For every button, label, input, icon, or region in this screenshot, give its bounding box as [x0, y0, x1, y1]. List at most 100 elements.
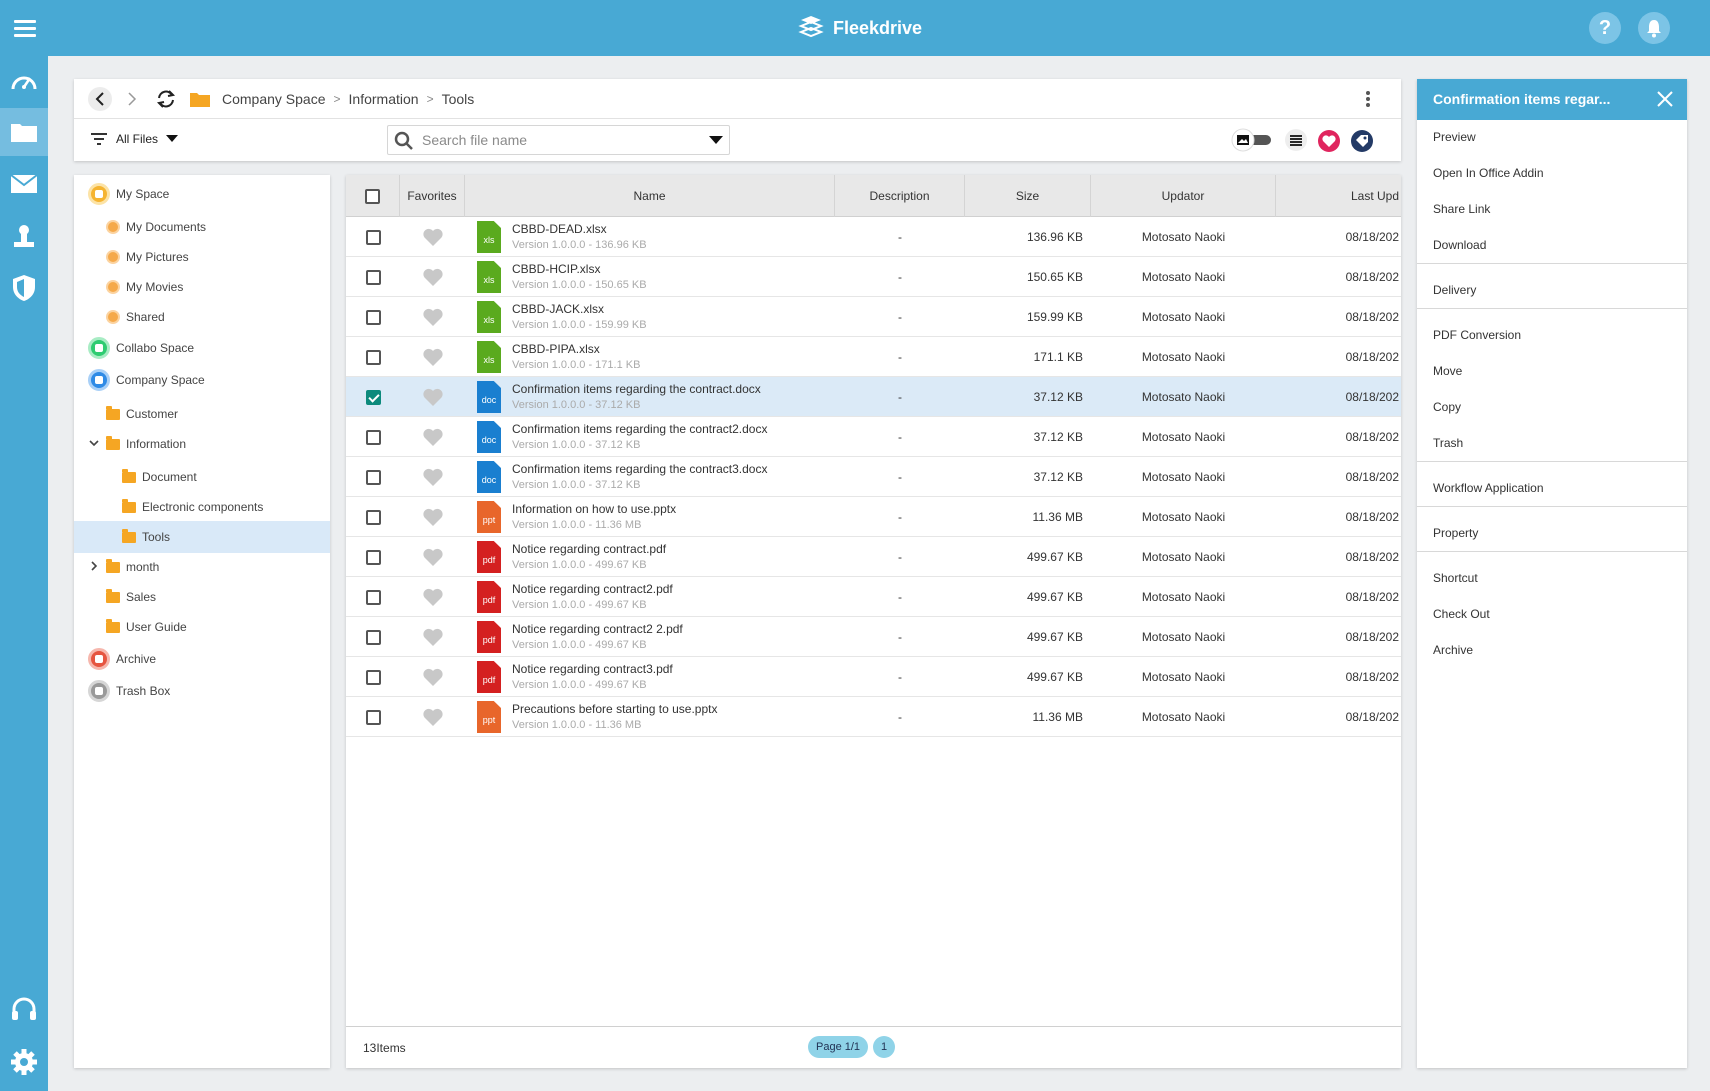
tree-item-my-space[interactable]: My Space [74, 178, 330, 210]
file-filter-dropdown[interactable]: All Files [90, 132, 179, 146]
tree-item-document[interactable]: Document [74, 461, 330, 493]
tree-item-trash-box[interactable]: Trash Box [74, 675, 330, 707]
menu-item-archive[interactable]: Archive [1433, 643, 1474, 657]
bell-icon[interactable] [1638, 12, 1670, 44]
table-row[interactable]: xls CBBD-HCIP.xlsx Version 1.0.0.0 - 150.6… [346, 257, 1401, 297]
row-checkbox[interactable] [365, 709, 381, 725]
chevron-down-icon[interactable] [88, 438, 100, 450]
heart-icon[interactable] [422, 667, 444, 687]
mail-icon[interactable] [0, 160, 48, 208]
back-button[interactable] [88, 87, 112, 111]
tree-item-my-documents[interactable]: My Documents [74, 211, 330, 243]
file-name[interactable]: Confirmation items regarding the contrac… [512, 462, 768, 476]
close-icon[interactable] [1655, 89, 1675, 109]
tree-item-tools[interactable]: Tools [74, 521, 330, 553]
menu-item-move[interactable]: Move [1433, 364, 1463, 378]
search-box[interactable] [387, 125, 730, 155]
tree-item-collabo-space[interactable]: Collabo Space [74, 332, 330, 364]
file-name[interactable]: Notice regarding contract2.pdf [512, 582, 673, 596]
menu-item-delivery[interactable]: Delivery [1433, 283, 1477, 297]
row-checkbox[interactable] [365, 349, 381, 365]
tree-item-customer[interactable]: Customer [74, 398, 330, 430]
menu-item-property[interactable]: Property [1433, 526, 1479, 540]
tree-item-shared[interactable]: Shared [74, 301, 330, 333]
gear-icon[interactable] [0, 1038, 48, 1086]
tree-item-information[interactable]: Information [74, 428, 330, 460]
row-checkbox[interactable] [365, 229, 381, 245]
file-name[interactable]: Information on how to use.pptx [512, 502, 677, 516]
file-name[interactable]: CBBD-DEAD.xlsx [512, 222, 607, 236]
table-row[interactable]: xls CBBD-JACK.xlsx Version 1.0.0.0 - 159.9… [346, 297, 1401, 337]
table-row[interactable]: ppt Precautions before starting to use.pp… [346, 697, 1401, 737]
page-number-button[interactable]: 1 [873, 1036, 895, 1058]
heart-icon[interactable] [422, 707, 444, 727]
file-name[interactable]: Precautions before starting to use.pptx [512, 702, 718, 716]
tree-item-company-space[interactable]: Company Space [74, 364, 330, 396]
favorite-filter-icon[interactable] [1317, 129, 1341, 153]
menu-item-share-link[interactable]: Share Link [1433, 202, 1491, 216]
shield-icon[interactable] [0, 264, 48, 312]
table-row[interactable]: xls CBBD-DEAD.xlsx Version 1.0.0.0 - 136.9… [346, 217, 1401, 257]
column-header-updator[interactable]: Updator [1091, 175, 1276, 217]
row-checkbox[interactable] [365, 309, 381, 325]
menu-item-shortcut[interactable]: Shortcut [1433, 571, 1478, 585]
more-options-icon[interactable] [1365, 89, 1371, 109]
file-name[interactable]: CBBD-PIPA.xlsx [512, 342, 600, 356]
tree-item-my-movies[interactable]: My Movies [74, 271, 330, 303]
tree-item-user-guide[interactable]: User Guide [74, 611, 330, 643]
tree-item-archive[interactable]: Archive [74, 643, 330, 675]
file-name[interactable]: Notice regarding contract2 2.pdf [512, 622, 683, 636]
menu-item-pdf-conversion[interactable]: PDF Conversion [1433, 328, 1522, 342]
table-row[interactable]: xls CBBD-PIPA.xlsx Version 1.0.0.0 - 171.1… [346, 337, 1401, 377]
heart-icon[interactable] [422, 267, 444, 287]
menu-icon[interactable] [14, 20, 36, 37]
menu-item-preview[interactable]: Preview [1433, 130, 1476, 144]
menu-item-check-out[interactable]: Check Out [1433, 607, 1490, 621]
breadcrumb-item[interactable]: Information [348, 91, 419, 107]
table-row[interactable]: pdf Notice regarding contract2 2.pdf Versi… [346, 617, 1401, 657]
table-row[interactable]: doc Confirmation items regarding the cont… [346, 417, 1401, 457]
row-checkbox[interactable] [365, 669, 381, 685]
menu-item-trash[interactable]: Trash [1433, 436, 1464, 450]
refresh-icon[interactable] [154, 87, 178, 111]
tree-item-month[interactable]: month [74, 551, 330, 583]
table-row[interactable]: doc Confirmation items regarding the cont… [346, 457, 1401, 497]
column-header-favorites[interactable]: Favorites [400, 175, 465, 217]
headset-icon[interactable] [0, 986, 48, 1034]
column-header-last-updated[interactable]: Last Upd [1350, 189, 1399, 203]
row-checkbox[interactable] [365, 429, 381, 445]
file-name[interactable]: Confirmation items regarding the contrac… [512, 382, 761, 396]
file-name[interactable]: Confirmation items regarding the contrac… [512, 422, 768, 436]
search-input[interactable] [422, 130, 692, 150]
user-icon[interactable] [0, 212, 48, 260]
row-checkbox[interactable] [365, 469, 381, 485]
file-name[interactable]: Notice regarding contract.pdf [512, 542, 667, 556]
heart-icon[interactable] [422, 347, 444, 367]
column-header-name[interactable]: Name [465, 175, 835, 217]
tag-icon[interactable] [1350, 129, 1374, 153]
heart-icon[interactable] [422, 507, 444, 527]
tree-item-sales[interactable]: Sales [74, 581, 330, 613]
tree-item-electronic-components[interactable]: Electronic components [74, 491, 330, 523]
menu-item-download[interactable]: Download [1433, 238, 1487, 252]
row-checkbox[interactable] [365, 589, 381, 605]
row-checkbox[interactable] [365, 269, 381, 285]
column-header-size[interactable]: Size [965, 175, 1091, 217]
heart-icon[interactable] [422, 627, 444, 647]
heart-icon[interactable] [422, 227, 444, 247]
list-view-icon[interactable] [1284, 129, 1308, 151]
row-checkbox[interactable] [365, 509, 381, 525]
heart-icon[interactable] [422, 547, 444, 567]
file-name[interactable]: Notice regarding contract3.pdf [512, 662, 673, 676]
folder-icon[interactable] [0, 108, 48, 156]
dashboard-icon[interactable] [0, 56, 48, 104]
table-row[interactable]: doc Confirmation items regarding the cont… [346, 377, 1401, 417]
row-checkbox[interactable] [365, 549, 381, 565]
table-row[interactable]: pdf Notice regarding contract.pdf Version … [346, 537, 1401, 577]
heart-icon[interactable] [422, 387, 444, 407]
search-dropdown-icon[interactable] [709, 136, 723, 145]
heart-icon[interactable] [422, 587, 444, 607]
row-checkbox[interactable] [365, 629, 381, 645]
menu-item-open-in-office-addin[interactable]: Open In Office Addin [1433, 166, 1544, 180]
breadcrumb-item[interactable]: Company Space [222, 91, 326, 107]
